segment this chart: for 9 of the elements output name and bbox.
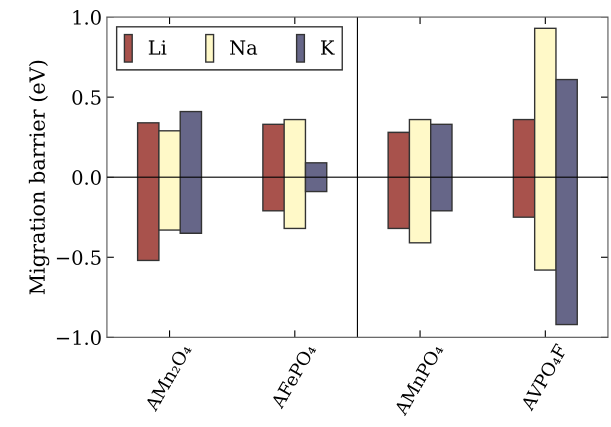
legend-label: Na	[230, 40, 258, 55]
y-axis-title: Migration barrier (eV)	[28, 60, 50, 294]
y-tick-label: 0.5	[72, 90, 101, 105]
y-tick-label: −0.5	[56, 250, 101, 265]
legend-label: Li	[148, 40, 166, 55]
y-tick-label: 0.0	[72, 170, 101, 185]
y-tick-label: 1.0	[74, 10, 101, 25]
legend-label: K	[321, 40, 335, 55]
y-tick-label: −1.0	[56, 330, 101, 345]
